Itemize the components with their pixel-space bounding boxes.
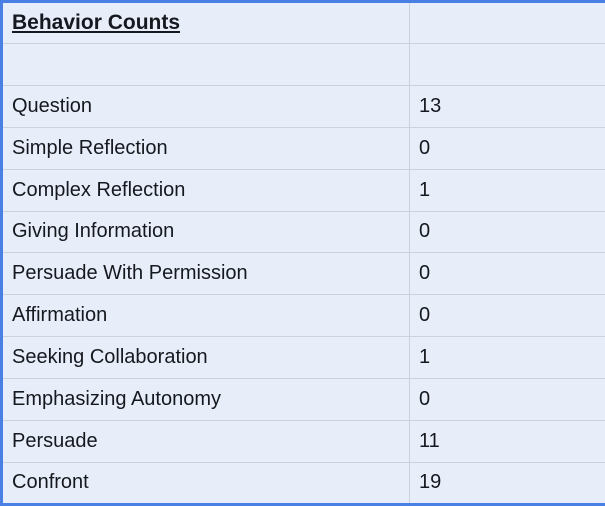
behavior-cell[interactable]: Persuade With Permission bbox=[1, 252, 410, 296]
count-cell[interactable]: 1 bbox=[409, 336, 605, 380]
behavior-count: 0 bbox=[419, 136, 431, 159]
table-row: Persuade 11 bbox=[1, 420, 605, 463]
behavior-cell[interactable]: Emphasizing Autonomy bbox=[1, 378, 410, 422]
behavior-count: 1 bbox=[419, 178, 431, 201]
table-row: Emphasizing Autonomy 0 bbox=[1, 378, 605, 422]
header-empty-cell[interactable] bbox=[409, 1, 605, 44]
behavior-cell[interactable]: Complex Reflection bbox=[1, 168, 410, 212]
count-cell[interactable]: 0 bbox=[409, 126, 605, 170]
table-row: Question 13 bbox=[1, 84, 605, 128]
count-cell[interactable]: 0 bbox=[409, 252, 605, 296]
blank-row bbox=[1, 42, 605, 86]
behavior-count: 0 bbox=[419, 388, 431, 411]
behavior-count: 0 bbox=[419, 220, 431, 243]
behavior-count: 13 bbox=[419, 94, 442, 117]
count-cell[interactable]: 0 bbox=[409, 378, 605, 422]
count-cell[interactable]: 19 bbox=[409, 461, 605, 506]
behavior-label: Simple Reflection bbox=[12, 136, 168, 159]
count-cell[interactable]: 11 bbox=[409, 420, 605, 463]
behavior-cell[interactable]: Simple Reflection bbox=[1, 126, 410, 170]
table-row: Confront 19 bbox=[1, 461, 605, 506]
behavior-count: 19 bbox=[419, 471, 442, 494]
behavior-label: Question bbox=[12, 94, 93, 117]
behavior-label: Confront bbox=[12, 471, 89, 494]
behavior-label: Affirmation bbox=[12, 304, 108, 327]
table-title: Behavior Counts bbox=[12, 10, 181, 34]
behavior-label: Complex Reflection bbox=[12, 178, 186, 201]
behavior-cell[interactable]: Seeking Collaboration bbox=[1, 336, 410, 380]
count-cell[interactable]: 13 bbox=[409, 84, 605, 128]
count-cell[interactable]: 0 bbox=[409, 210, 605, 254]
table-title-cell[interactable]: Behavior Counts bbox=[1, 1, 410, 44]
blank-cell[interactable] bbox=[1, 42, 410, 86]
table-header-row: Behavior Counts bbox=[1, 1, 605, 44]
table-row: Giving Information 0 bbox=[1, 210, 605, 254]
behavior-count: 0 bbox=[419, 262, 431, 285]
behavior-cell[interactable]: Question bbox=[1, 84, 410, 128]
table-row: Seeking Collaboration 1 bbox=[1, 336, 605, 380]
table-row: Complex Reflection 1 bbox=[1, 168, 605, 212]
behavior-count: 0 bbox=[419, 304, 431, 327]
behavior-count: 1 bbox=[419, 346, 431, 369]
behavior-label: Seeking Collaboration bbox=[12, 346, 208, 369]
behavior-count: 11 bbox=[419, 430, 440, 453]
behavior-cell[interactable]: Persuade bbox=[1, 420, 410, 463]
behavior-label: Giving Information bbox=[12, 220, 175, 243]
behavior-label: Persuade bbox=[12, 430, 98, 453]
blank-cell[interactable] bbox=[409, 42, 605, 86]
behavior-label: Emphasizing Autonomy bbox=[12, 388, 222, 411]
table-row: Simple Reflection 0 bbox=[1, 126, 605, 170]
behavior-cell[interactable]: Giving Information bbox=[1, 210, 410, 254]
count-cell[interactable]: 0 bbox=[409, 294, 605, 338]
behavior-cell[interactable]: Confront bbox=[1, 461, 410, 506]
count-cell[interactable]: 1 bbox=[409, 168, 605, 212]
behavior-cell[interactable]: Affirmation bbox=[1, 294, 410, 338]
behavior-label: Persuade With Permission bbox=[12, 262, 248, 285]
table-row: Affirmation 0 bbox=[1, 294, 605, 338]
table-row: Persuade With Permission 0 bbox=[1, 252, 605, 296]
